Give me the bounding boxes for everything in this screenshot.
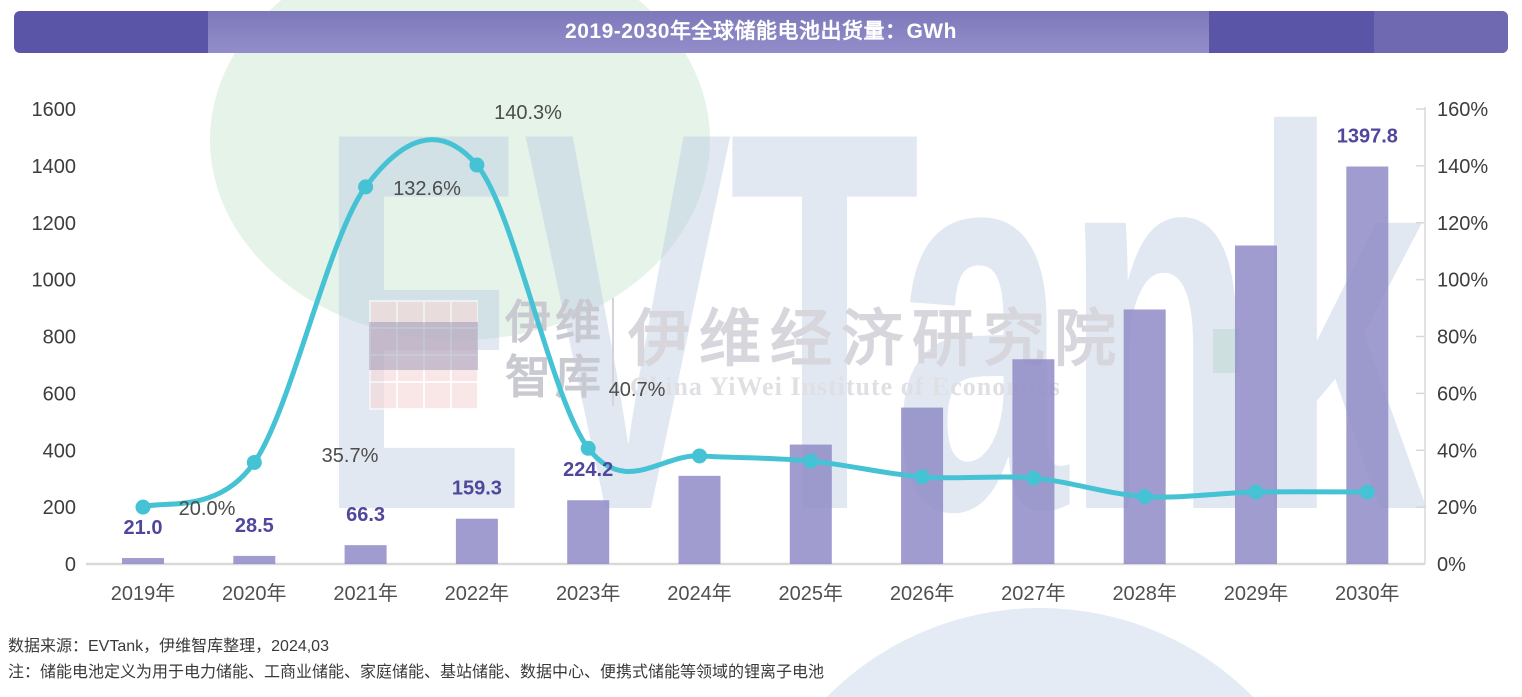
secondary-y-axis-tick-label: 20% <box>1437 497 1477 519</box>
y-axis-tick-label: 800 <box>43 327 76 349</box>
watermark-yiwei-label: 伊维 <box>505 296 605 348</box>
title-bar-highlight <box>208 11 1210 53</box>
secondary-y-axis-tick-label: 140% <box>1437 156 1488 178</box>
watermark-qr-logo <box>369 300 478 410</box>
secondary-y-axis-tick-label: 100% <box>1437 270 1488 292</box>
line-point-2022年 <box>469 157 485 173</box>
x-axis-label: 2024年 <box>667 582 732 605</box>
growth-rate-label: 40.7% <box>609 379 666 401</box>
y-axis-tick-label: 1200 <box>32 213 77 235</box>
line-point-2023年 <box>580 440 596 456</box>
x-axis-label: 2019年 <box>111 582 176 605</box>
bar-value-label: 66.3 <box>346 504 385 526</box>
x-axis-label: 2021年 <box>333 582 398 605</box>
line-point-2028年 <box>1137 489 1153 505</box>
watermark-qr-logo-band <box>369 322 478 370</box>
line-point-2029年 <box>1248 484 1264 500</box>
bar-2020年 <box>233 555 276 564</box>
y-axis-tick-label: 1600 <box>32 99 77 121</box>
y-axis-tick-label: 600 <box>43 383 76 405</box>
y-axis-tick-label: 1400 <box>32 156 77 178</box>
bar-value-label: 28.5 <box>235 515 274 537</box>
secondary-y-axis-tick-label: 40% <box>1437 440 1477 462</box>
bar-2028年 <box>1123 309 1166 564</box>
chart-title-bar: 2019-2030年全球储能电池出货量：GWh <box>14 11 1508 53</box>
line-point-2024年 <box>692 448 707 464</box>
bar-value-label: 1397.8 <box>1337 126 1398 148</box>
bar-value-label: 21.0 <box>124 517 163 539</box>
x-axis-label: 2027年 <box>1001 582 1066 605</box>
secondary-y-axis-tick-label: 160% <box>1437 99 1488 121</box>
watermark-zhiku-label: 智库 <box>505 351 605 403</box>
watermark-institute-en: China YiWei Institute of Economics <box>630 372 1061 401</box>
x-axis-label: 2025年 <box>779 582 844 605</box>
bar-2021年 <box>344 545 387 564</box>
line-point-2020年 <box>246 454 262 470</box>
title-bar-right-segment <box>1373 11 1508 53</box>
line-point-2027年 <box>1025 470 1041 486</box>
watermark-divider <box>612 298 614 406</box>
growth-rate-label: 20.0% <box>179 498 236 520</box>
line-point-2019年 <box>135 499 151 515</box>
bar-2024年 <box>678 475 721 564</box>
data-source-note: 数据来源：EVTank，伊维智库整理，2024,03 <box>8 638 329 655</box>
secondary-y-axis-tick-label: 80% <box>1437 327 1477 349</box>
line-point-2026年 <box>914 469 930 485</box>
definition-note: 注：储能电池定义为用于电力储能、工商业储能、家庭储能、基站储能、数据中心、便携式… <box>8 664 825 681</box>
x-axis-label: 2029年 <box>1224 582 1289 605</box>
page-title: 2019-2030年全球储能电池出货量：GWh <box>565 20 957 43</box>
watermark-yiwei-zhiku: 伊维 智库 <box>505 295 615 405</box>
x-axis-label: 2023年 <box>556 582 621 605</box>
x-axis-label: 2030年 <box>1335 582 1400 605</box>
bar-2026年 <box>901 407 944 564</box>
x-axis-label: 2028年 <box>1112 582 1177 605</box>
bar-value-label: 224.2 <box>563 459 613 481</box>
secondary-y-axis-tick-label: 0% <box>1437 554 1466 576</box>
y-axis-tick-label: 0 <box>65 554 76 576</box>
watermark-green-square <box>1213 329 1239 373</box>
y-axis-tick-label: 200 <box>43 497 76 519</box>
bar-2030年 <box>1346 166 1389 565</box>
growth-rate-label: 35.7% <box>322 445 379 467</box>
growth-rate-label: 132.6% <box>393 178 461 200</box>
secondary-y-axis-tick-label: 60% <box>1437 383 1477 405</box>
x-axis-label: 2022年 <box>445 582 510 605</box>
bar-2019年 <box>122 558 164 564</box>
bar-2023年 <box>567 500 610 564</box>
footer-notes: 数据来源：EVTank，伊维智库整理，2024,03 注：储能电池定义为用于电力… <box>8 634 824 686</box>
growth-rate-label: 140.3% <box>494 102 562 124</box>
y-axis-tick-label: 1000 <box>32 270 77 292</box>
secondary-y-axis-tick-label: 120% <box>1437 213 1488 235</box>
y-axis-tick-label: 400 <box>43 440 76 462</box>
bar-value-label: 159.3 <box>452 478 502 500</box>
line-point-2030年 <box>1359 484 1375 500</box>
line-point-2021年 <box>358 179 374 195</box>
bar-2029年 <box>1235 245 1277 564</box>
x-axis-label: 2020年 <box>222 582 287 605</box>
watermark-green-circle <box>210 0 710 340</box>
bar-2027年 <box>1012 359 1055 564</box>
bar-2022年 <box>455 518 498 564</box>
line-point-2025年 <box>803 453 819 469</box>
x-axis-label: 2026年 <box>890 582 955 605</box>
